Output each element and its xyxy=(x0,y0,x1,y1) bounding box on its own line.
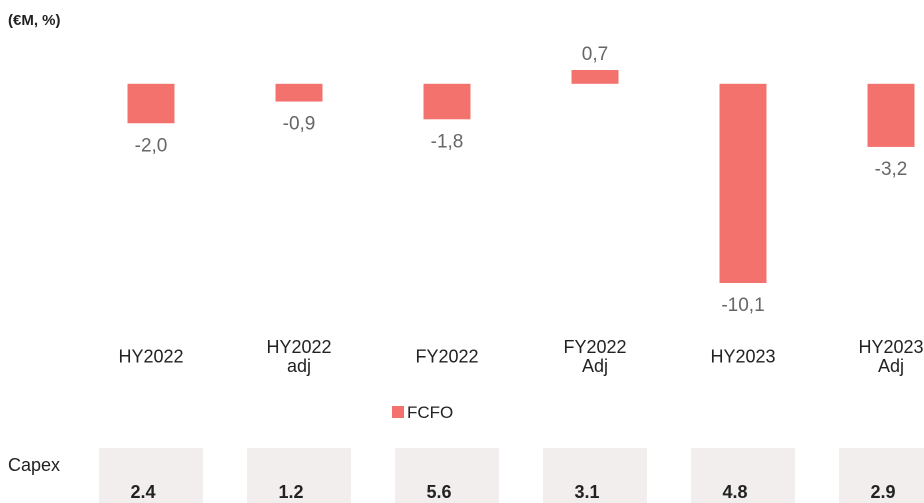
bar xyxy=(867,83,915,147)
chart-subtitle: (€M, %) xyxy=(8,12,61,29)
x-tick-label: FY2022 Adj xyxy=(563,337,627,376)
capex-box xyxy=(691,448,795,503)
x-tick-label: HY2023 Adj xyxy=(858,337,924,376)
bar xyxy=(423,83,471,120)
data-label: -3,2 xyxy=(875,159,908,180)
capex-box xyxy=(395,448,499,503)
capex-box xyxy=(247,448,351,503)
data-label: 0,7 xyxy=(582,44,608,65)
capex-label: Capex xyxy=(8,455,60,475)
x-tick-label: HY2023 xyxy=(710,346,776,367)
capex-box xyxy=(99,448,203,503)
capex-value: 4.8 xyxy=(722,482,747,502)
bar xyxy=(127,83,175,124)
capex-box xyxy=(839,448,924,503)
capex-value: 2.4 xyxy=(130,482,155,502)
data-label: -10,1 xyxy=(721,295,764,316)
bar xyxy=(571,70,619,84)
x-tick-label: HY2022 adj xyxy=(266,337,332,376)
x-tick-label: HY2022 xyxy=(118,346,184,367)
legend-swatch xyxy=(392,406,404,418)
x-tick-label: FY2022 xyxy=(415,346,479,367)
capex-value: 3.1 xyxy=(574,482,599,502)
bar xyxy=(275,83,323,102)
capex-value: 1.2 xyxy=(278,482,303,502)
data-label: -2,0 xyxy=(135,135,168,156)
data-label: -1,8 xyxy=(431,131,464,152)
capex-value: 2.9 xyxy=(870,482,895,502)
capex-box xyxy=(543,448,647,503)
legend-label: FCFO xyxy=(407,403,453,422)
capex-value: 5.6 xyxy=(426,482,451,502)
bar xyxy=(719,83,767,283)
data-label: -0,9 xyxy=(283,114,316,135)
